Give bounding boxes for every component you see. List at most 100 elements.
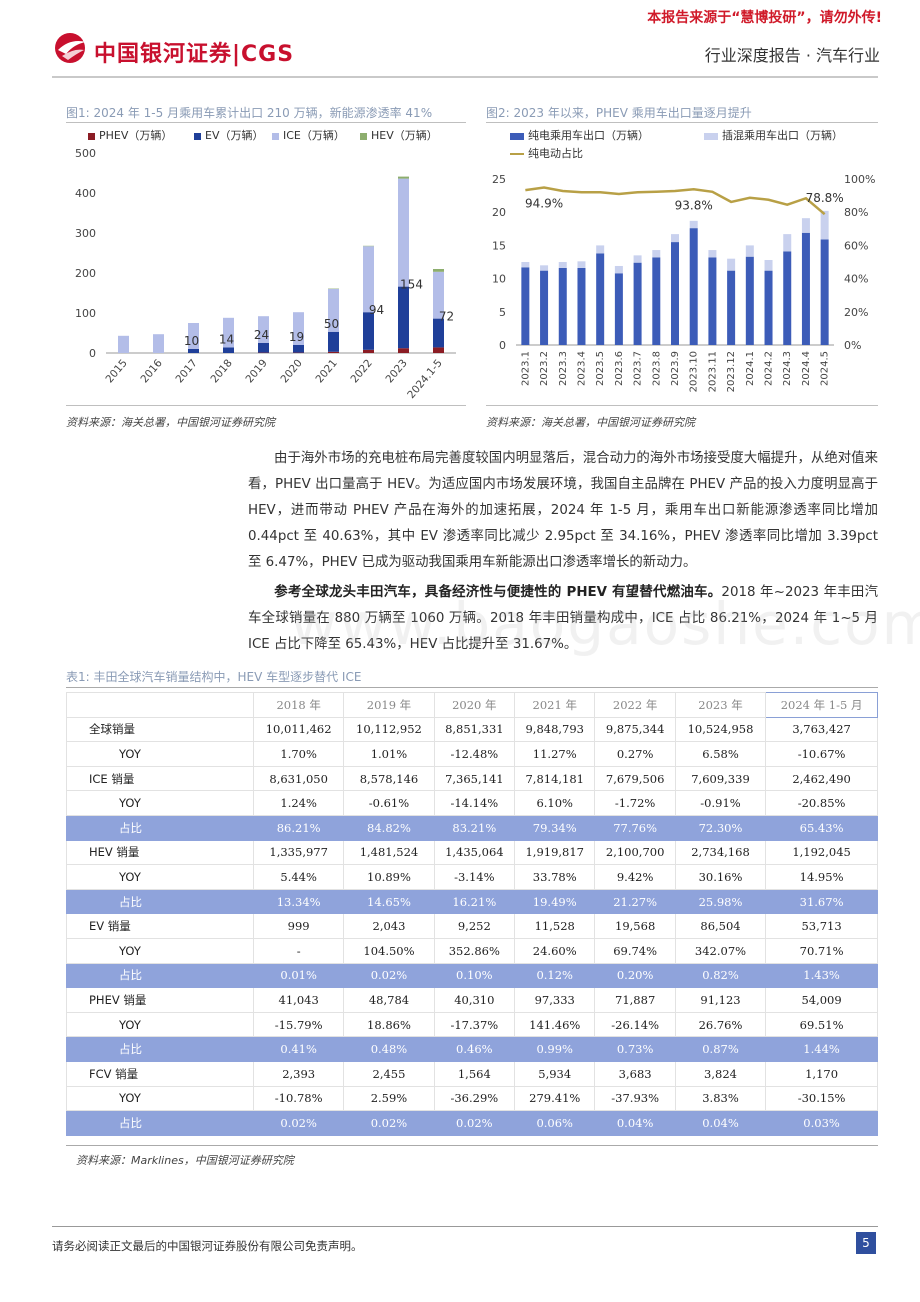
table-cell: 9,875,344 [594, 716, 676, 743]
table-cell: 54,009 [765, 987, 878, 1013]
table-row: 占比 13.34% 14.65% 16.21% 19.49% 21.27% 25.98% 31… [66, 888, 878, 915]
legend-line-icon [510, 153, 524, 155]
bar-segment [801, 232, 810, 345]
table-cell: -0.61% [343, 790, 435, 816]
table-row: YOY 1.24% -0.61% -14.14% 6.10% -1.72% -0.91% -2… [66, 790, 878, 816]
bar-segment [596, 253, 605, 345]
x-tick-label: 2024.4 [801, 351, 812, 386]
table-cell: 0.10% [433, 962, 516, 989]
table-cell: 1,192,045 [765, 839, 878, 866]
table-header-row: 2018 年 2019 年 2020 年 2021 年 2022 年 2023 … [66, 692, 878, 718]
table-cell: 0.06% [514, 1110, 596, 1136]
legend-ev-share: 纯电动占比 [510, 145, 583, 161]
table1-title: 表1: 丰田全球汽车销量结构中，HEV 车型逐步替代 ICE [66, 670, 362, 684]
bar-segment [596, 245, 605, 254]
table-cell: 19,568 [594, 913, 676, 939]
table-cell: 1.43% [765, 962, 878, 989]
table-cell: 70.71% [765, 937, 878, 964]
bar-segment [614, 273, 623, 345]
line-annotation: 93.8% [675, 198, 713, 212]
bar-segment [188, 349, 199, 353]
figure2-bottom-rule [486, 405, 878, 406]
table-cell: 0.12% [514, 962, 596, 989]
y-tick-label: 500 [75, 147, 96, 160]
table-cell: 11.27% [514, 741, 596, 767]
table-cell: -14.14% [433, 790, 516, 816]
bar-segment [258, 316, 269, 343]
table-cell: 0.27% [594, 741, 676, 767]
bar-segment [727, 270, 736, 345]
table-cell: 1,435,064 [433, 839, 516, 866]
table-cell: 1,335,977 [252, 839, 345, 866]
legend-ev: EV（万辆） [194, 127, 263, 143]
bar-segment [363, 312, 374, 350]
table-row: ICE 销量 8,631,050 8,578,146 7,365,141 7,814,1… [66, 765, 878, 792]
table-cell: 10,011,462 [252, 716, 345, 743]
legend-label: 纯电乘用车出口（万辆） [528, 129, 649, 142]
table-cell: 5,934 [514, 1060, 596, 1087]
row-label: EV 销量 [66, 913, 254, 939]
table-cell: 0.20% [594, 962, 676, 989]
table-cell: -30.15% [765, 1085, 878, 1112]
table-cell: 65.43% [765, 814, 878, 841]
y-tick-label: 0 [89, 347, 96, 360]
bar-segment [433, 269, 444, 272]
table-cell: 0.02% [433, 1110, 516, 1136]
table-cell: -12.48% [433, 741, 516, 767]
figure2-legend: 纯电乘用车出口（万辆） 插混乘用车出口（万辆） 纯电动占比 [486, 127, 878, 161]
table-cell: 141.46% [514, 1011, 596, 1038]
y-right-tick-label: 100% [844, 173, 875, 186]
legend-swatch-icon [194, 132, 201, 140]
legend-ice: ICE（万辆） [272, 127, 345, 143]
table-cell: 30.16% [674, 864, 767, 890]
table-cell: 9,252 [433, 913, 516, 939]
bar-segment [293, 312, 304, 345]
x-tick-label: 2016 [138, 357, 165, 385]
table-cell: 2,100,700 [594, 839, 676, 866]
bar-segment [398, 348, 409, 353]
table-header-cell: 2022 年 [594, 692, 676, 718]
bar-segment [614, 265, 623, 274]
y-left-tick-label: 10 [492, 273, 506, 286]
table-cell: 7,679,506 [594, 765, 676, 792]
row-label: YOY [66, 864, 254, 890]
row-label: 占比 [66, 1110, 254, 1136]
legend-label: ICE（万辆） [283, 129, 345, 142]
bar-segment [783, 234, 792, 252]
table-row: 占比 0.01% 0.02% 0.10% 0.12% 0.20% 0.82% 1.43% [66, 962, 878, 989]
table-cell: 2,455 [343, 1060, 435, 1087]
x-tick-label: 2023.6 [614, 351, 625, 386]
table-cell: 1,170 [765, 1060, 878, 1087]
report-category: 行业深度报告 · 汽车行业 [704, 46, 880, 65]
table-cell: 0.99% [514, 1036, 596, 1062]
x-tick-label: 2024.5 [820, 351, 831, 386]
legend-swatch-icon [704, 132, 718, 140]
toyota-sales-table: 2018 年 2019 年 2020 年 2021 年 2022 年 2023 … [66, 692, 878, 1136]
table1-bottom-rule [66, 1145, 878, 1146]
table-row: YOY -15.79% 18.86% -17.37% 141.46% -26.14% 26.… [66, 1011, 878, 1038]
figure2-source: 资料来源：海关总署，中国银河证券研究院 [486, 416, 695, 429]
bar-segment [577, 267, 586, 345]
table-cell: 3,824 [674, 1060, 767, 1087]
paragraph-1: 由于海外市场的充电桩布局完善度较国内明显落后，混合动力的海外市场接受度大幅提升，… [248, 446, 878, 576]
table-cell: 48,784 [343, 987, 435, 1013]
bar-segment [652, 257, 661, 345]
figure1-bottom-rule [66, 405, 466, 406]
table-cell: 13.34% [252, 888, 345, 915]
bar-segment [558, 267, 567, 345]
bar-segment [433, 271, 444, 319]
table-cell: 53,713 [765, 913, 878, 939]
table-cell: 19.49% [514, 888, 596, 915]
table-cell: 33.78% [514, 864, 596, 890]
legend-label: HEV（万辆） [371, 129, 438, 142]
table-cell: 2,043 [343, 913, 435, 939]
company-logo: 中国银河证券|CGS [52, 30, 352, 70]
table-cell: 2,734,168 [674, 839, 767, 866]
table-cell: 0.02% [343, 1110, 435, 1136]
x-tick-label: 2023.10 [689, 351, 700, 392]
data-label: 72 [439, 310, 454, 324]
bar-segment [689, 220, 698, 229]
bar-segment [671, 234, 679, 243]
x-tick-label: 2023.12 [726, 351, 737, 392]
table-cell: 91,123 [674, 987, 767, 1013]
